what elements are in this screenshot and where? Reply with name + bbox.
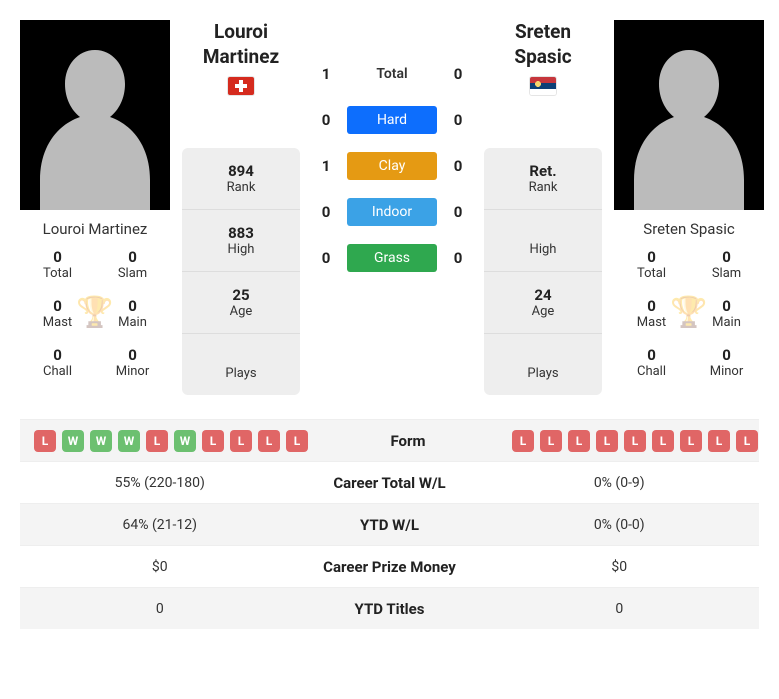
h2h-grass-label: Grass (347, 244, 437, 272)
row-ytd-wl: 64% (21-12) YTD W/L 0% (0-0) (20, 503, 759, 545)
form-badge[interactable]: W (118, 430, 140, 452)
form-badge[interactable]: L (680, 430, 702, 452)
player2-title-slam: 0 Slam (693, 248, 760, 281)
row-form-label: Form (308, 432, 508, 450)
h2h-hard[interactable]: 0 Hard 0 (311, 106, 473, 134)
form-badge[interactable]: L (708, 430, 730, 452)
player2-header: Sreten Spasic (514, 20, 571, 132)
player2-card: Sreten Spasic 🏆 0 Total 0 Slam 0 Mast 0 … (614, 20, 764, 389)
player1-flag-icon (228, 77, 254, 95)
player2-plays: Plays (484, 334, 602, 395)
player1-stats-column: Louroi Martinez 894 Rank 883 High 25 Age… (182, 20, 300, 395)
player1-title-total: 0 Total (24, 248, 91, 281)
form-badge[interactable]: W (62, 430, 84, 452)
player2-first-name: Sreten (515, 20, 571, 45)
trophy-icon: 🏆 (670, 295, 707, 330)
trophy-icon: 🏆 (76, 295, 113, 330)
form-badge[interactable]: L (540, 430, 562, 452)
player2-rank: Ret. Rank (484, 148, 602, 210)
player1-rank: 894 Rank (182, 148, 300, 210)
h2h-clay[interactable]: 1 Clay 0 (311, 152, 473, 180)
player1-last-name: Martinez (203, 45, 279, 70)
player2-stats-column: Sreten Spasic Ret. Rank High 24 Age Play… (484, 20, 602, 395)
player2-title-chall: 0 Chall (618, 346, 685, 379)
player1-first-name: Louroi (214, 20, 268, 45)
h2h-grass[interactable]: 0 Grass 0 (311, 244, 473, 272)
player2-photo (614, 20, 764, 210)
form-badge[interactable]: L (34, 430, 56, 452)
player1-card: Louroi Martinez 🏆 0 Total 0 Slam 0 Mast … (20, 20, 170, 389)
form-badge[interactable]: W (174, 430, 196, 452)
h2h-indoor-label: Indoor (347, 198, 437, 226)
player1-form-badges: LWWWLWLLLL (30, 430, 308, 452)
form-badge[interactable]: L (652, 430, 674, 452)
form-badge[interactable]: L (568, 430, 590, 452)
player2-form-badges: LLLLLLLLL (508, 430, 762, 452)
comparison-table: LWWWLWLLLL Form LLLLLLLLL 55% (220-180) … (20, 419, 759, 629)
player1-title-minor: 0 Minor (99, 346, 166, 379)
player1-titles-grid: 🏆 0 Total 0 Slam 0 Mast 0 Main 0 Chall (20, 242, 170, 389)
player1-name-line[interactable]: Louroi Martinez (20, 210, 170, 242)
player1-stat-blocks: 894 Rank 883 High 25 Age Plays (182, 148, 300, 395)
player1-header: Louroi Martinez (203, 20, 279, 132)
player2-titles-grid: 🏆 0 Total 0 Slam 0 Mast 0 Main 0 Chall (614, 242, 764, 389)
h2h-column: 1 Total 0 0 Hard 0 1 Clay 0 0 Indoor 0 0… (312, 60, 472, 272)
player2-title-total: 0 Total (618, 248, 685, 281)
h2h-indoor[interactable]: 0 Indoor 0 (311, 198, 473, 226)
row-form: LWWWLWLLLL Form LLLLLLLLL (20, 419, 759, 461)
row-prize-money: $0 Career Prize Money $0 (20, 545, 759, 587)
row-career-wl: 55% (220-180) Career Total W/L 0% (0-9) (20, 461, 759, 503)
h2h-clay-label: Clay (347, 152, 437, 180)
form-badge[interactable]: L (258, 430, 280, 452)
player2-last-name: Spasic (514, 45, 571, 70)
form-badge[interactable]: L (286, 430, 308, 452)
h2h-hard-label: Hard (347, 106, 437, 134)
player2-flag-icon (530, 77, 556, 95)
top-comparison-row: Louroi Martinez 🏆 0 Total 0 Slam 0 Mast … (20, 20, 759, 395)
form-badge[interactable]: L (512, 430, 534, 452)
form-badge[interactable]: L (736, 430, 758, 452)
form-badge[interactable]: W (90, 430, 112, 452)
player1-title-chall: 0 Chall (24, 346, 91, 379)
player1-title-slam: 0 Slam (99, 248, 166, 281)
player1-photo (20, 20, 170, 210)
row-ytd-titles: 0 YTD Titles 0 (20, 587, 759, 629)
player1-plays: Plays (182, 334, 300, 395)
player2-stat-blocks: Ret. Rank High 24 Age Plays (484, 148, 602, 395)
player1-high: 883 High (182, 210, 300, 272)
player2-title-minor: 0 Minor (693, 346, 760, 379)
form-badge[interactable]: L (202, 430, 224, 452)
player2-high: High (484, 210, 602, 272)
h2h-total-label: Total (347, 60, 437, 88)
player2-name-line[interactable]: Sreten Spasic (614, 210, 764, 242)
form-badge[interactable]: L (624, 430, 646, 452)
form-badge[interactable]: L (146, 430, 168, 452)
h2h-total: 1 Total 0 (311, 60, 473, 88)
player1-age: 25 Age (182, 272, 300, 334)
player2-age: 24 Age (484, 272, 602, 334)
form-badge[interactable]: L (230, 430, 252, 452)
form-badge[interactable]: L (596, 430, 618, 452)
